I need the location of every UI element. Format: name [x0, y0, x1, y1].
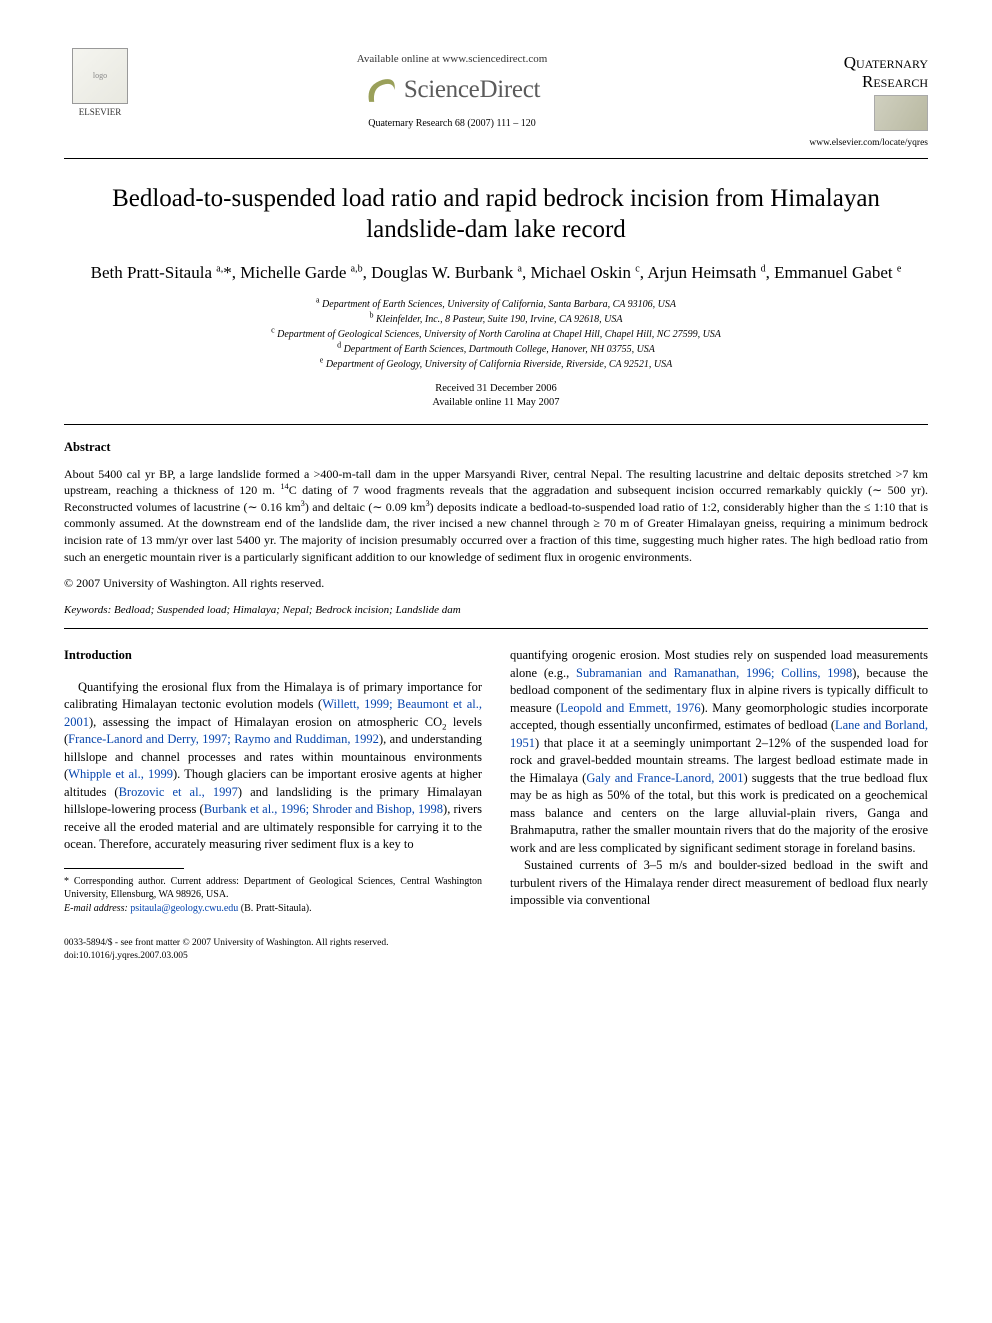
elsevier-logo: logo ELSEVIER — [64, 48, 136, 118]
header-center: Available online at www.sciencedirect.co… — [136, 48, 768, 132]
affiliations: a Department of Earth Sciences, Universi… — [64, 297, 928, 372]
sciencedirect-swoosh-icon — [364, 73, 398, 107]
abstract-heading: Abstract — [64, 439, 928, 456]
intro-paragraph-2: Sustained currents of 3–5 m/s and boulde… — [510, 857, 928, 910]
page-header: logo ELSEVIER Available online at www.sc… — [64, 48, 928, 150]
footer-front-matter: 0033-5894/$ - see front matter © 2007 Un… — [64, 937, 928, 950]
author-list: Beth Pratt-Sitaula a,*, Michelle Garde a… — [64, 262, 928, 285]
column-left: Introduction Quantifying the erosional f… — [64, 647, 482, 915]
abstract-rule-bottom — [64, 628, 928, 629]
article-dates: Received 31 December 2006 Available onli… — [64, 382, 928, 410]
abstract-rule-top — [64, 424, 928, 425]
footer-doi: doi:10.1016/j.yqres.2007.03.005 — [64, 950, 928, 963]
abstract-copyright: © 2007 University of Washington. All rig… — [64, 575, 928, 591]
journal-cover-thumb-icon — [874, 95, 928, 131]
journal-name: QuaternaryResearch — [768, 54, 928, 91]
elsevier-label: ELSEVIER — [64, 106, 136, 118]
sciencedirect-logo: ScienceDirect — [136, 73, 768, 107]
abstract-text: About 5400 cal yr BP, a large landslide … — [64, 466, 928, 565]
intro-paragraph-1-cont: quantifying orogenic erosion. Most studi… — [510, 647, 928, 857]
intro-paragraph-1: Quantifying the erosional flux from the … — [64, 679, 482, 854]
corresponding-email-link[interactable]: psitaula@geology.cwu.edu — [130, 903, 238, 914]
available-online-text: Available online at www.sciencedirect.co… — [136, 52, 768, 67]
corresponding-author-footnote: * Corresponding author. Current address:… — [64, 875, 482, 916]
elsevier-tree-icon: logo — [72, 48, 128, 104]
citation-line: Quaternary Research 68 (2007) 111 – 120 — [136, 117, 768, 131]
keywords: Keywords: Bedload; Suspended load; Himal… — [64, 603, 928, 618]
journal-url: www.elsevier.com/locate/yqres — [768, 137, 928, 150]
sciencedirect-wordmark: ScienceDirect — [404, 73, 540, 107]
journal-box: QuaternaryResearch www.elsevier.com/loca… — [768, 48, 928, 150]
page-footer: 0033-5894/$ - see front matter © 2007 Un… — [64, 937, 928, 963]
column-right: quantifying orogenic erosion. Most studi… — [510, 647, 928, 915]
body-columns: Introduction Quantifying the erosional f… — [64, 647, 928, 915]
footnote-separator — [64, 868, 184, 869]
introduction-heading: Introduction — [64, 647, 482, 665]
header-rule — [64, 158, 928, 159]
article-title: Bedload-to-suspended load ratio and rapi… — [104, 183, 888, 246]
